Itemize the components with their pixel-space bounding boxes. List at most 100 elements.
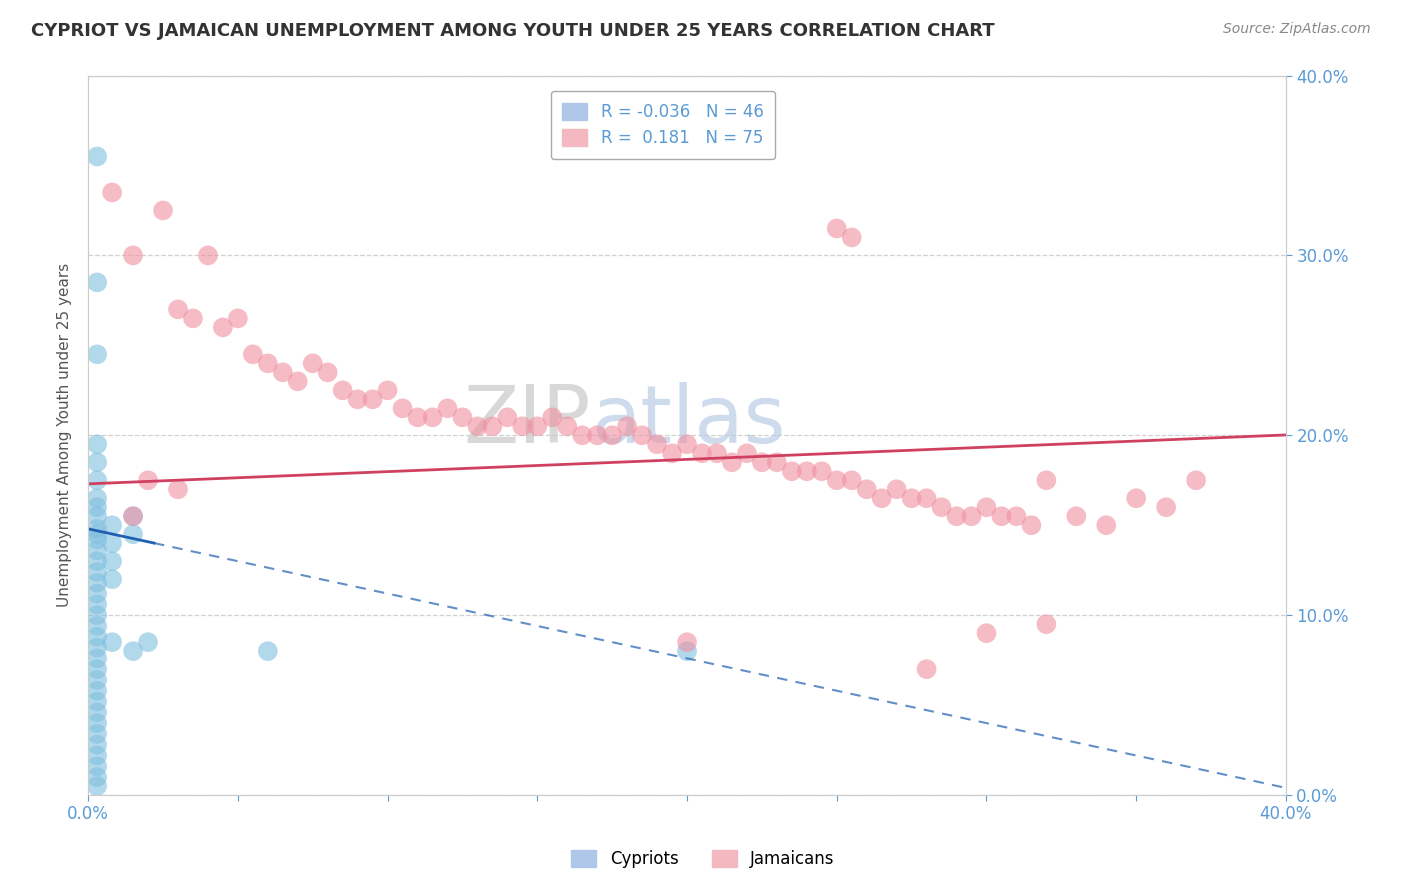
Point [86, 554, 108, 568]
Point [167, 302, 190, 317]
Point [86, 598, 108, 612]
Point [101, 186, 124, 200]
Point [86, 473, 108, 487]
Text: atlas: atlas [591, 382, 786, 460]
Legend: Cypriots, Jamaicans: Cypriots, Jamaicans [565, 843, 841, 875]
Point [101, 536, 124, 550]
Point [766, 455, 789, 469]
Point [86, 509, 108, 524]
Point [86, 608, 108, 623]
Point [377, 384, 399, 398]
Point [86, 779, 108, 793]
Point [101, 572, 124, 586]
Point [945, 509, 967, 524]
Point [735, 446, 758, 460]
Point [86, 662, 108, 676]
Point [706, 446, 728, 460]
Point [136, 635, 159, 649]
Point [1021, 518, 1043, 533]
Point [122, 644, 145, 658]
Point [422, 410, 444, 425]
Point [721, 455, 744, 469]
Point [86, 673, 108, 687]
Point [900, 491, 922, 506]
Text: Source: ZipAtlas.com: Source: ZipAtlas.com [1223, 22, 1371, 37]
Point [661, 446, 683, 460]
Point [555, 419, 578, 434]
Point [86, 500, 108, 515]
Point [1066, 509, 1088, 524]
Point [976, 500, 998, 515]
Point [796, 464, 818, 478]
Point [86, 694, 108, 708]
Point [86, 748, 108, 763]
Point [86, 683, 108, 698]
Point [332, 384, 354, 398]
Point [915, 662, 938, 676]
Point [86, 738, 108, 752]
Point [86, 276, 108, 290]
Point [676, 644, 699, 658]
Point [676, 635, 699, 649]
Point [167, 482, 190, 496]
Point [181, 311, 204, 326]
Point [406, 410, 429, 425]
Point [690, 446, 713, 460]
Point [451, 410, 474, 425]
Point [346, 392, 368, 407]
Text: CYPRIOT VS JAMAICAN UNEMPLOYMENT AMONG YOUTH UNDER 25 YEARS CORRELATION CHART: CYPRIOT VS JAMAICAN UNEMPLOYMENT AMONG Y… [31, 22, 994, 40]
Point [86, 716, 108, 731]
Point [886, 482, 908, 496]
Point [526, 419, 548, 434]
Point [976, 626, 998, 640]
Point [86, 565, 108, 579]
Point [122, 527, 145, 541]
Point [825, 221, 848, 235]
Point [86, 149, 108, 163]
Point [960, 509, 983, 524]
Point [86, 575, 108, 590]
Point [600, 428, 623, 442]
Point [571, 428, 593, 442]
Point [870, 491, 893, 506]
Point [101, 635, 124, 649]
Point [122, 509, 145, 524]
Point [101, 518, 124, 533]
Point [136, 473, 159, 487]
Point [931, 500, 953, 515]
Point [86, 640, 108, 655]
Point [271, 365, 294, 379]
Point [645, 437, 668, 451]
Point [496, 410, 519, 425]
Point [86, 727, 108, 741]
Point [86, 619, 108, 633]
Point [101, 554, 124, 568]
Point [855, 482, 877, 496]
Point [541, 410, 564, 425]
Point [86, 491, 108, 506]
Point [391, 401, 413, 416]
Point [780, 464, 803, 478]
Point [256, 356, 278, 370]
Point [242, 347, 264, 361]
Point [467, 419, 489, 434]
Point [86, 706, 108, 720]
Point [226, 311, 249, 326]
Point [361, 392, 384, 407]
Point [676, 437, 699, 451]
Point [990, 509, 1012, 524]
Point [841, 230, 863, 244]
Point [512, 419, 534, 434]
Point [86, 533, 108, 547]
Point [1185, 473, 1208, 487]
Point [287, 374, 309, 388]
Point [810, 464, 832, 478]
Point [197, 248, 219, 262]
Point [631, 428, 654, 442]
Point [152, 203, 174, 218]
Point [212, 320, 235, 334]
Point [616, 419, 638, 434]
Point [86, 522, 108, 536]
Point [86, 759, 108, 773]
Point [1125, 491, 1147, 506]
